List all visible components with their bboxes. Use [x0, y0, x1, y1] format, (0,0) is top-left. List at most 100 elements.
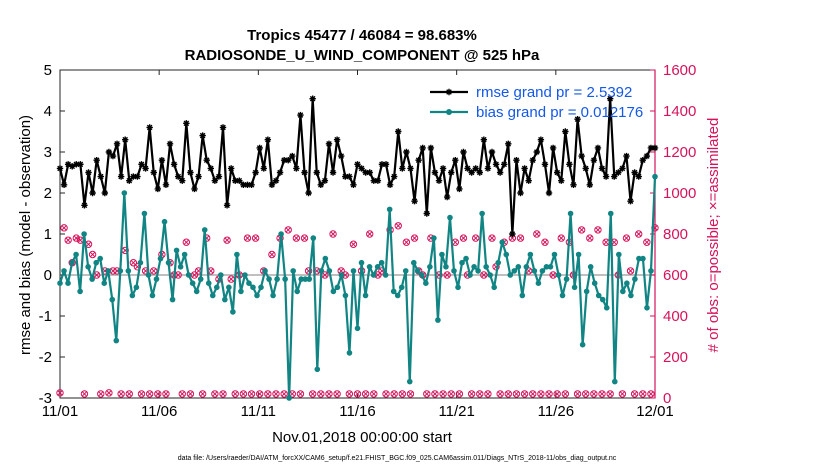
obs-assimilated-point — [93, 272, 100, 278]
obs-assimilated-point — [77, 237, 84, 243]
bias-point — [274, 276, 280, 282]
obs-assimilated-point — [391, 391, 397, 397]
obs-possible-point — [317, 390, 325, 398]
bias-point — [57, 280, 63, 287]
rmse-point — [215, 173, 223, 180]
bias-point — [165, 259, 172, 266]
obs-possible-point — [439, 390, 447, 398]
bias-point — [246, 280, 252, 287]
obs-assimilated-point — [562, 391, 569, 397]
obs-assimilated-point — [619, 391, 626, 397]
rmse-point — [232, 177, 239, 184]
obs-assimilated-point — [118, 391, 124, 397]
obs-assimilated-point — [485, 391, 491, 397]
rmse-point — [509, 230, 516, 238]
bias-point — [451, 268, 457, 274]
obs-assimilated-point — [65, 237, 71, 243]
rmse-point — [309, 95, 316, 102]
rmse-point — [480, 136, 488, 143]
chart-subtitle: RADIOSONDE_U_WIND_COMPONENT @ 525 hPa — [185, 47, 540, 64]
bias-point — [314, 366, 321, 373]
y-axis-label: rmse and bias (model - observation) — [17, 115, 34, 355]
rmse-point — [627, 198, 634, 205]
rmse-point — [260, 165, 267, 172]
bias-point — [499, 239, 506, 245]
rmse-point — [403, 148, 410, 156]
rmse-point — [435, 177, 443, 184]
y-axis-right-label: # of obs: o=possible; ×=assimilated — [705, 118, 722, 353]
bias-point — [346, 350, 353, 356]
bias-point — [161, 218, 168, 225]
obs-possible-point — [630, 390, 639, 398]
bias-point — [491, 284, 497, 291]
bias-point — [226, 284, 232, 291]
bias-point — [479, 210, 485, 217]
rmse-point — [419, 144, 426, 152]
obs-possible-point — [533, 230, 541, 238]
obs-possible-point — [308, 390, 317, 398]
rmse-point — [553, 169, 561, 176]
rmse-point — [431, 169, 439, 176]
obs-possible-point — [577, 226, 586, 234]
rmse-point — [236, 177, 243, 184]
obs-assimilated-point — [248, 391, 255, 397]
bias-point — [113, 337, 120, 344]
obs-assimilated-point — [383, 391, 389, 397]
obs-assimilated-point — [73, 235, 80, 241]
obs-assimilated-point — [607, 391, 613, 397]
obs-possible-point — [198, 390, 207, 398]
rmse-point — [191, 185, 198, 193]
rmse-point — [439, 165, 447, 172]
bias-point — [197, 276, 204, 282]
bias-point — [173, 247, 180, 254]
obs-possible-point — [516, 234, 525, 242]
rmse-point — [521, 165, 528, 172]
bias-point — [463, 255, 469, 262]
bias-point — [583, 288, 590, 295]
y-tick-label: 4 — [44, 103, 52, 120]
obs-possible-point — [117, 390, 125, 398]
bias-point — [616, 251, 622, 258]
obs-possible-point — [382, 390, 390, 398]
bias-point — [209, 292, 216, 299]
rmse-point — [158, 157, 166, 164]
obs-possible-point — [406, 390, 415, 398]
obs-possible-point — [557, 234, 565, 242]
bias-point — [69, 259, 75, 266]
obs-assimilated-point — [395, 223, 402, 229]
bias-point — [607, 210, 614, 217]
obs-assimilated-point — [212, 391, 218, 397]
obs-assimilated-point — [362, 391, 369, 397]
obs-possible-point — [296, 390, 305, 398]
rmse-point — [545, 189, 553, 197]
rmse-point — [615, 169, 622, 176]
bias-point — [599, 296, 606, 303]
rmse-point — [305, 189, 312, 197]
bias-point — [374, 264, 381, 270]
obs-assimilated-point — [183, 239, 190, 245]
bias-point — [386, 206, 393, 213]
rmse-point — [85, 169, 92, 176]
bias-point — [487, 272, 493, 278]
rmse-point — [517, 189, 524, 197]
bias-point — [559, 292, 566, 299]
obs-possible-point — [488, 234, 496, 242]
rmse-point — [574, 116, 581, 123]
bias-point — [587, 264, 594, 270]
obs-possible-point — [573, 390, 582, 398]
obs-possible-point — [586, 234, 594, 242]
bias-point — [547, 264, 554, 270]
rmse-point — [268, 181, 276, 188]
bias-point — [447, 214, 453, 221]
rmse-point — [219, 124, 227, 131]
obs-assimilated-point — [224, 237, 230, 243]
obs-possible-point — [145, 390, 154, 398]
obs-possible-point — [447, 390, 455, 398]
obs-possible-point — [150, 267, 158, 275]
obs-possible-point — [553, 390, 561, 398]
bias-point — [431, 235, 437, 241]
bias-point — [398, 284, 405, 291]
rmse-point — [325, 140, 333, 147]
obs-assimilated-point — [146, 391, 153, 397]
rmse-point — [354, 161, 361, 168]
